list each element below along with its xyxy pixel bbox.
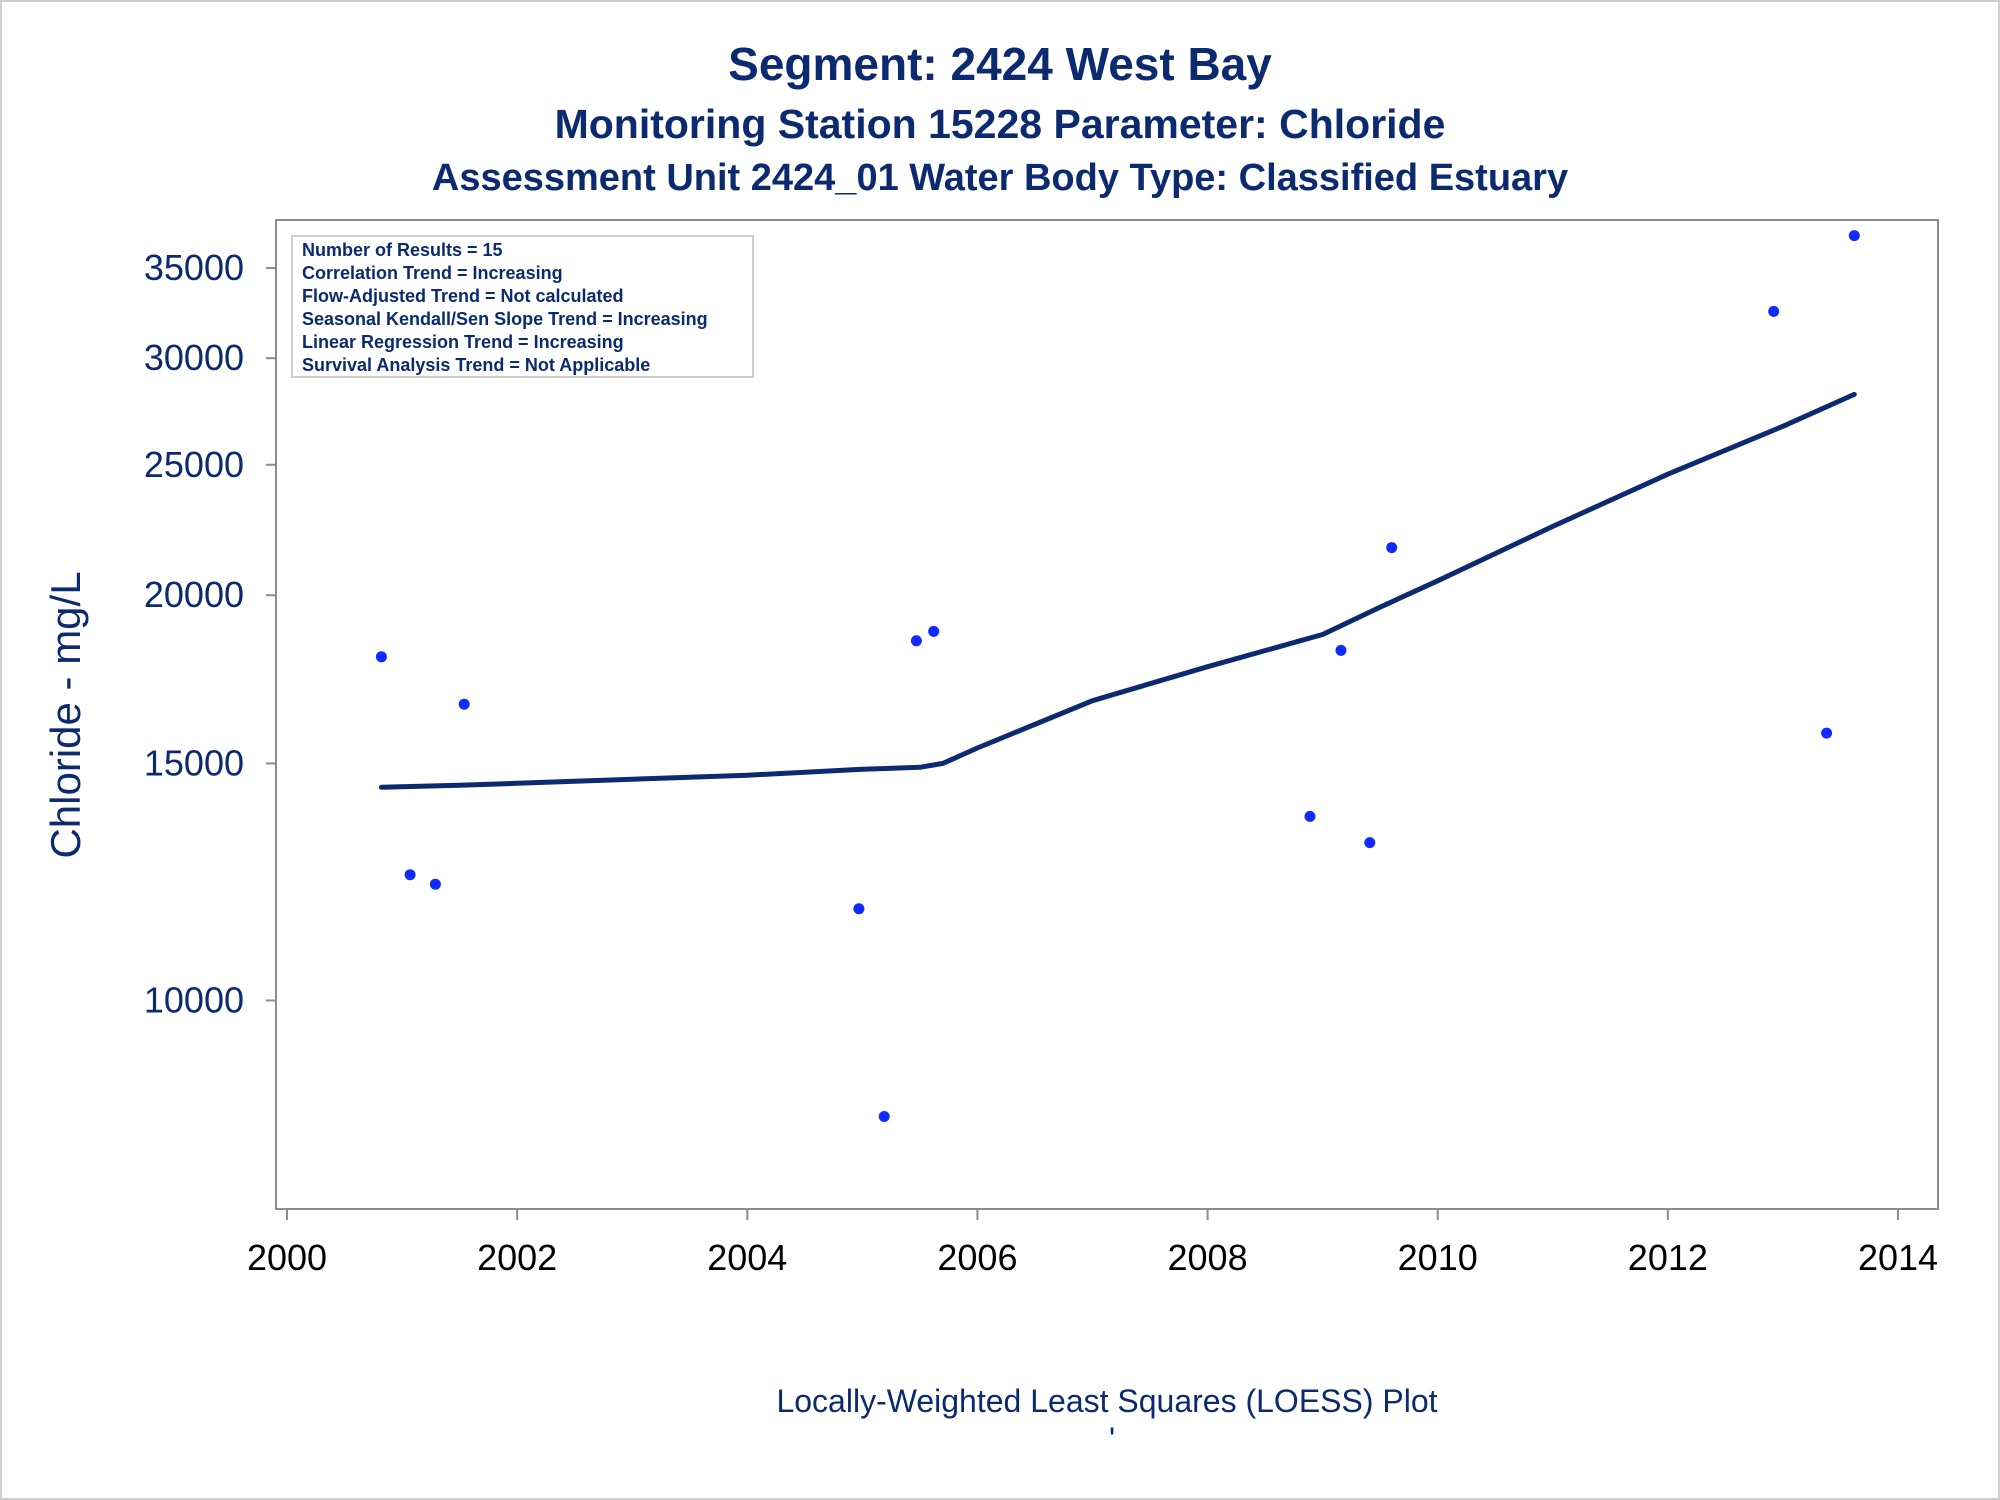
data-point [1768, 305, 1780, 317]
data-point [878, 1111, 890, 1122]
loess-series [378, 391, 1857, 790]
data-point [1821, 727, 1833, 739]
x-tick-label: 2000 [247, 1237, 327, 1278]
stats-line: Seasonal Kendall/Sen Slope Trend = Incre… [302, 309, 708, 329]
x-tick-label: 2010 [1398, 1237, 1478, 1278]
footnote: Locally-Weighted Least Squares (LOESS) P… [776, 1383, 1437, 1419]
data-point [1848, 230, 1860, 242]
x-tick-label: 2004 [707, 1237, 787, 1278]
y-axis-label: Chloride - mg/L [42, 571, 89, 858]
data-point [1386, 542, 1398, 554]
x-tick-label: 2012 [1628, 1237, 1708, 1278]
y-tick-label: 35000 [144, 247, 244, 288]
stats-line: Linear Regression Trend = Increasing [302, 332, 624, 352]
x-tick-label: 2006 [937, 1237, 1017, 1278]
data-point [429, 878, 441, 890]
x-axis: 2000 2002 2004 2006 2008 2010 2012 2014 [247, 1209, 1938, 1278]
y-tick-label: 25000 [144, 444, 244, 485]
x-tick-label: 2002 [477, 1237, 557, 1278]
footnote-mark: ' [1109, 1421, 1115, 1457]
stats-line: Correlation Trend = Increasing [302, 263, 563, 283]
x-tick-label: 2014 [1858, 1237, 1938, 1278]
y-tick-label: 15000 [144, 742, 244, 783]
data-point [404, 869, 416, 881]
chart-subtitle: Monitoring Station 15228 Parameter: Chlo… [555, 101, 1446, 147]
stats-line: Survival Analysis Trend = Not Applicable [302, 355, 650, 375]
plot-area-frame [275, 219, 1939, 1210]
data-point [375, 651, 387, 663]
stats-line: Flow-Adjusted Trend = Not calculated [302, 286, 624, 306]
data-point [1304, 810, 1316, 822]
chart-title: Segment: 2424 West Bay [728, 38, 1272, 90]
loess-line [378, 391, 1857, 790]
data-point [458, 698, 470, 710]
stats-line: Number of Results = 15 [302, 240, 503, 260]
y-tick-label: 20000 [144, 574, 244, 615]
data-point [928, 625, 940, 637]
stats-box: Number of Results = 15 Correlation Trend … [291, 235, 754, 378]
data-point [910, 635, 922, 647]
data-point [1335, 644, 1347, 656]
data-point [853, 903, 865, 915]
stats-box-border [291, 235, 754, 378]
chart-subtitle-2: Assessment Unit 2424_01 Water Body Type:… [432, 157, 1568, 199]
data-point [1364, 837, 1376, 849]
y-axis: 10000 15000 20000 25000 30000 35000 [144, 247, 276, 1020]
y-tick-label: 10000 [144, 979, 244, 1020]
points-series [375, 230, 1860, 1122]
x-tick-label: 2008 [1168, 1237, 1248, 1278]
y-tick-label: 30000 [144, 337, 244, 378]
